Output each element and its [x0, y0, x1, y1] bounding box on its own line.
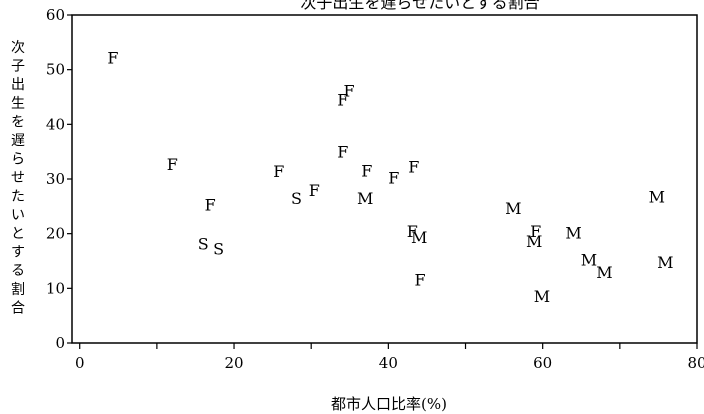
data-point-m: M: [526, 232, 542, 251]
plot-frame: [71, 14, 698, 344]
data-point-m: M: [505, 199, 521, 218]
y-axis-label-char: 出: [11, 77, 25, 93]
data-point-m: M: [357, 189, 373, 208]
data-point-f: F: [361, 161, 372, 180]
y-tick-label: 60: [46, 6, 65, 24]
data-point-f: F: [407, 222, 418, 241]
data-point-s: S: [291, 189, 302, 208]
y-axis-label-char: せ: [11, 170, 25, 186]
data-point-f: F: [167, 155, 178, 174]
x-tick-label: 80: [687, 354, 704, 372]
data-point-f: F: [408, 157, 419, 176]
y-axis-label-char: す: [11, 245, 25, 261]
y-axis-label-char: る: [11, 263, 25, 279]
y-axis-label: 次子出生を遅らせたいとする割合: [11, 40, 25, 316]
data-point-f: F: [414, 271, 425, 290]
y-axis-label-char: 遅: [11, 133, 25, 149]
y-tick-label: 50: [46, 61, 65, 79]
data-point-f: F: [343, 81, 354, 100]
data-point-f: F: [337, 143, 348, 162]
y-tick-label: 0: [55, 334, 65, 352]
y-tick-label: 30: [46, 170, 65, 188]
data-point-s: S: [198, 235, 209, 254]
data-point-m: M: [411, 228, 427, 247]
y-axis-label-char: 次: [11, 40, 25, 56]
data-point-m: M: [581, 250, 597, 269]
data-point-f: F: [273, 162, 284, 181]
chart-title: 次子出生を遅らせたいとする割合: [300, 0, 539, 12]
data-point-f: F: [107, 49, 118, 68]
y-axis-label-char: 子: [11, 59, 25, 75]
y-axis-label-char: ら: [11, 152, 25, 168]
data-point-f: F: [337, 91, 348, 110]
data-point-f: F: [309, 181, 320, 200]
data-point-s: S: [213, 239, 224, 258]
data-point-f: F: [530, 222, 541, 241]
y-axis-label-char: と: [11, 226, 25, 242]
data-point-f: F: [388, 168, 399, 187]
y-tick-label: 20: [46, 225, 65, 243]
data-point-m: M: [596, 263, 612, 282]
x-tick-label: 60: [533, 354, 552, 372]
x-tick-label: 0: [75, 354, 85, 372]
y-axis-label-char: を: [11, 114, 25, 130]
y-axis-label-char: い: [11, 207, 25, 223]
x-tick-label: 20: [224, 354, 243, 372]
y-axis-label-char: 割: [11, 281, 25, 298]
data-point-m: M: [657, 253, 673, 272]
y-axis-label-char: 生: [11, 96, 25, 112]
y-tick-label: 10: [46, 279, 65, 297]
data-point-m: M: [565, 224, 581, 243]
y-axis-label-char: た: [11, 189, 25, 205]
x-axis-label: 都市人口比率(%): [331, 395, 447, 413]
y-tick-label: 40: [46, 115, 65, 133]
y-axis-label-char: 合: [11, 300, 25, 316]
data-point-m: M: [649, 187, 665, 206]
x-tick-label: 40: [379, 354, 398, 372]
data-point-f: F: [205, 196, 216, 215]
data-point-m: M: [534, 287, 550, 306]
